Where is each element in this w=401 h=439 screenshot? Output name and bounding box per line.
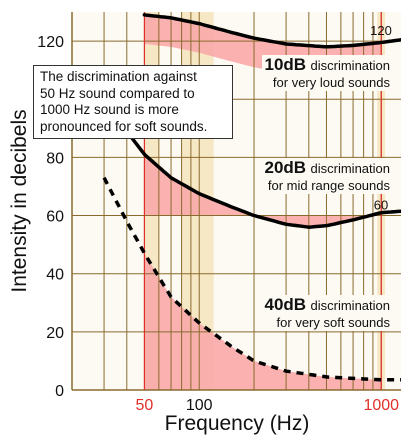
y-axis-label: Intensity in decibels bbox=[8, 109, 31, 292]
soft-shaded-region bbox=[144, 253, 382, 390]
note-box: The discrimination against 50 Hz sound c… bbox=[33, 65, 233, 139]
mid-shaded-region bbox=[144, 154, 382, 228]
note-line: 50 Hz sound compared to bbox=[40, 85, 195, 101]
annotation-soft-db: 40dB bbox=[264, 295, 307, 314]
y-tick-label: 40 bbox=[46, 267, 64, 284]
curve-dashed-2 bbox=[102, 176, 401, 382]
annotation-soft-text: discrimination bbox=[310, 298, 390, 313]
annotation-loud: 10dB discrimination for very loud sounds bbox=[262, 55, 392, 91]
x-tick-label: 1000 bbox=[363, 397, 399, 414]
curve-end-labels: 120 60 bbox=[370, 23, 392, 212]
x-tick-label: 100 bbox=[186, 397, 213, 414]
annotation-mid-text: discrimination bbox=[310, 161, 390, 176]
annotation-soft: 40dB discrimination for very soft sounds bbox=[262, 295, 392, 331]
note-line: 1000 Hz sound is more bbox=[40, 102, 179, 117]
curve-end-label: 120 bbox=[370, 23, 392, 38]
curve-end-label: 60 bbox=[374, 198, 388, 213]
curves bbox=[102, 13, 401, 382]
y-tick-label: 20 bbox=[46, 325, 64, 342]
x-tick-labels: 50 100 1000 bbox=[136, 397, 400, 414]
note-line: The discrimination against bbox=[40, 69, 197, 84]
annotation-soft-line2: for very soft sounds bbox=[276, 315, 390, 330]
note-line: pronounced for soft sounds. bbox=[40, 118, 208, 134]
curve-solid-1 bbox=[102, 100, 401, 229]
x-tick-label: 50 bbox=[136, 397, 154, 414]
y-tick-label: 0 bbox=[55, 383, 64, 400]
annotation-loud-line2: for very loud sounds bbox=[272, 75, 390, 90]
y-tick-label: 80 bbox=[46, 150, 64, 167]
y-tick-label: 60 bbox=[46, 209, 64, 226]
annotation-loud-text: discrimination bbox=[310, 58, 390, 73]
annotation-loud-db: 10dB bbox=[264, 55, 307, 74]
annotation-mid-db: 20dB bbox=[264, 158, 307, 177]
curve-solid-0 bbox=[142, 13, 401, 49]
annotation-mid: 20dB discrimination for mid range sounds bbox=[262, 158, 392, 194]
y-tick-label: 120 bbox=[37, 34, 64, 51]
annotation-mid-line2: for mid range sounds bbox=[267, 178, 390, 193]
x-axis-label: Frequency (Hz) bbox=[165, 412, 310, 435]
